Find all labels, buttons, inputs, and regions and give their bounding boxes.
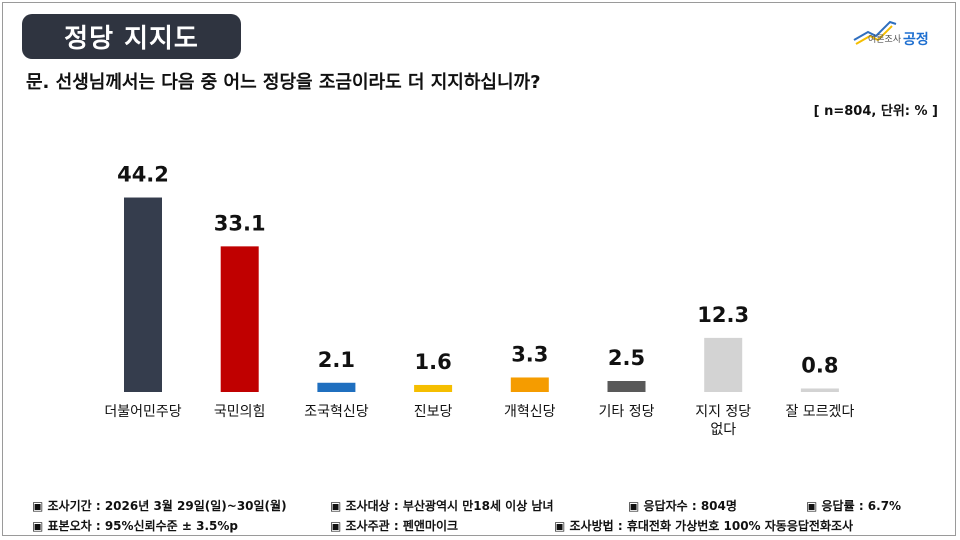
bar-4: [414, 384, 453, 392]
survey-question: 문. 선생님께서는 다음 중 어느 정당을 조금이라도 더 지지하십니까?: [26, 72, 541, 93]
logo-brand: 공정: [903, 32, 929, 48]
bar-8: [800, 388, 839, 392]
category-label-8: 잘 모르겠다: [785, 404, 854, 420]
value-label-8: 0.8: [801, 353, 838, 377]
category-label-7-line-1: 지지 정당: [695, 404, 751, 420]
bar-5: [510, 377, 549, 392]
bar-6: [607, 381, 646, 392]
value-label-5: 3.3: [511, 342, 548, 366]
page-title: 정당 지지도: [22, 14, 241, 59]
category-label-6: 기타 정당: [599, 404, 655, 420]
value-label-2: 33.1: [214, 211, 266, 235]
category-label-2: 국민의힘: [214, 404, 266, 420]
logo-icon: [853, 20, 897, 45]
value-label-4: 1.6: [414, 350, 451, 374]
logo-small-text: 여론조사: [868, 35, 902, 45]
value-label-3: 2.1: [318, 348, 355, 372]
bar-7: [704, 337, 743, 392]
value-label-7: 12.3: [697, 303, 749, 327]
bar-3: [317, 382, 356, 392]
value-label-6: 2.5: [608, 346, 645, 370]
category-label-4: 진보당: [414, 404, 453, 420]
category-label-1: 더불어민주당: [104, 404, 181, 420]
category-label-3: 조국혁신당: [304, 404, 369, 420]
value-label-1: 44.2: [117, 163, 169, 187]
bar-1: [124, 197, 162, 392]
category-label-7-line-2: 없다: [710, 422, 736, 438]
sample-note: [ n=804, 단위: % ]: [813, 104, 938, 119]
bar-2: [220, 246, 259, 392]
category-label-5: 개혁신당: [504, 404, 556, 420]
